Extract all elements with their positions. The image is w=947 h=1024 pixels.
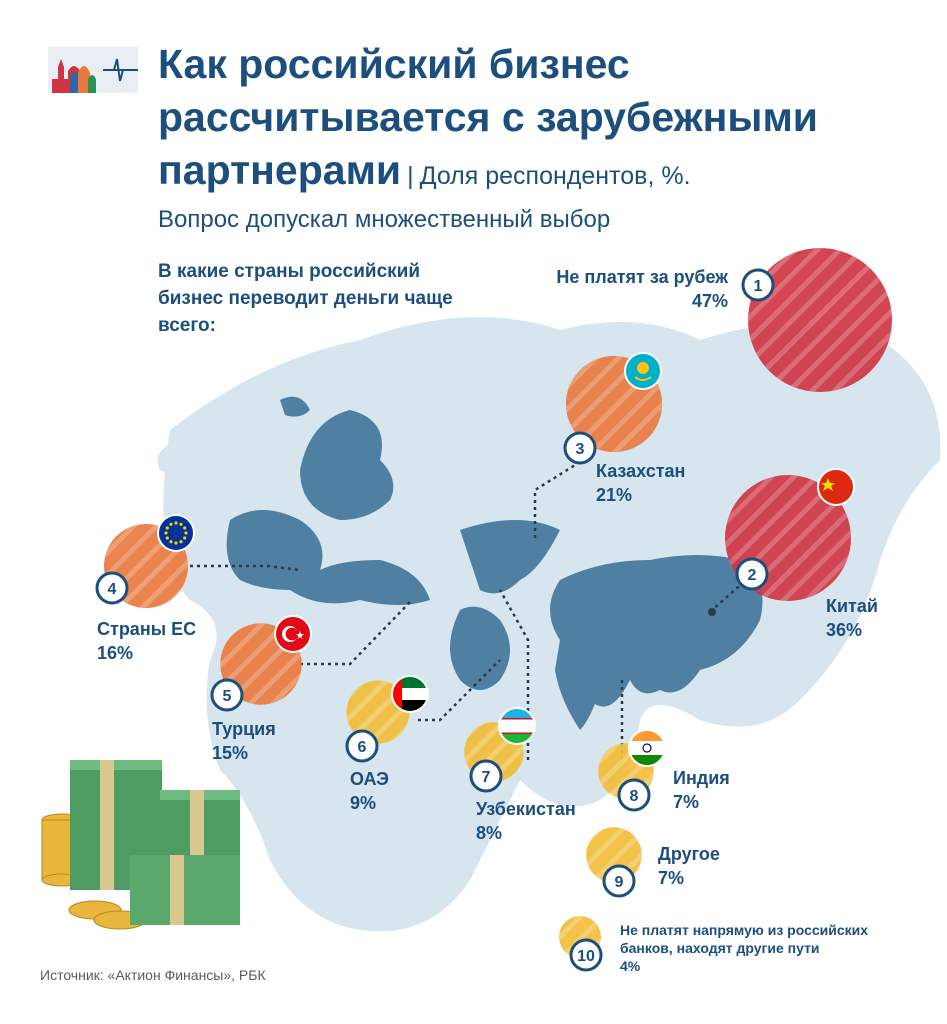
rank-badge-3: 3 xyxy=(563,431,597,465)
kremlin-logo-icon xyxy=(48,47,138,93)
rank-number-6: 6 xyxy=(358,739,367,756)
rank-badge-7: 7 xyxy=(469,759,503,793)
value-label-9: 7% xyxy=(658,868,684,888)
rank-number-10: 10 xyxy=(577,948,595,965)
bubble-stripes-1 xyxy=(748,248,892,392)
value-label-7: 8% xyxy=(476,823,502,843)
category-label-4: Страны ЕС xyxy=(97,619,196,639)
connector-line-7 xyxy=(498,589,530,760)
uzbekistan-flag-icon xyxy=(498,707,536,745)
rank-badge-1: 1 xyxy=(741,268,775,302)
eu-flag-icon xyxy=(157,514,195,552)
category-label-2: Китай xyxy=(826,596,878,616)
rank-badge-5: 5 xyxy=(210,678,244,712)
rank-badge-8: 8 xyxy=(617,778,651,812)
category-label-9: Другое xyxy=(658,844,720,864)
value-label-2: 36% xyxy=(826,620,862,640)
rank-number-2: 2 xyxy=(748,567,757,584)
question-text: В какие страны российский бизнес перевод… xyxy=(158,261,453,336)
rank-number-5: 5 xyxy=(223,688,232,705)
value-label-5: 15% xyxy=(212,743,248,763)
page-note: Вопрос допускал множественный выбор xyxy=(158,206,611,233)
map-region xyxy=(226,396,763,730)
rank-number-3: 3 xyxy=(576,441,585,458)
title-text: Как российский бизнес рассчитывается с з… xyxy=(158,41,818,193)
value-label-1: 47% xyxy=(692,291,728,311)
map-background xyxy=(157,317,941,932)
connector-line-4 xyxy=(190,564,301,572)
title-separator: | xyxy=(407,162,414,190)
bubble-labels: 1Не платят за рубеж47%2Китай36%3Казахста… xyxy=(95,267,878,974)
connector-line-5 xyxy=(300,599,413,666)
rank-badge-4: 4 xyxy=(95,571,129,605)
category-label-6: ОАЭ xyxy=(350,769,389,789)
rank-number-1: 1 xyxy=(754,278,763,295)
rank-number-4: 4 xyxy=(108,581,117,598)
value-label-4: 16% xyxy=(97,643,133,663)
category-label-8: Индия xyxy=(673,768,730,788)
connector-line-6 xyxy=(418,659,501,722)
category-label-3: Казахстан xyxy=(596,461,685,481)
value-label-8: 7% xyxy=(673,792,699,812)
value-label-6: 9% xyxy=(350,793,376,813)
category-label-1: Не платят за рубеж xyxy=(556,267,728,287)
rank-number-7: 7 xyxy=(482,769,491,786)
india-flag-icon xyxy=(628,729,666,767)
category-label-10: Не платят напрямую из российских банков, … xyxy=(620,922,868,956)
connector-line-3 xyxy=(533,460,581,540)
uae-flag-icon xyxy=(391,675,429,713)
page-title: Как российский бизнес рассчитывается с з… xyxy=(158,38,918,203)
category-label-5: Турция xyxy=(212,719,276,739)
money-stack-illustration xyxy=(41,760,240,930)
category-label-7: Узбекистан xyxy=(476,799,576,819)
kazakhstan-flag-icon xyxy=(624,352,662,390)
rank-badge-6: 6 xyxy=(345,729,379,763)
rank-number-8: 8 xyxy=(630,788,639,805)
rank-badge-9: 9 xyxy=(602,864,636,898)
source-note: Источник: «Актион Финансы», РБК xyxy=(40,967,266,983)
rank-badge-2: 2 xyxy=(735,557,769,591)
connector-line-2 xyxy=(711,581,745,611)
rank-number-9: 9 xyxy=(615,874,624,891)
connector-lines xyxy=(190,460,745,760)
rank-badge-10: 10 xyxy=(569,938,603,972)
value-label-3: 21% xyxy=(596,485,632,505)
china-location-dot xyxy=(708,608,716,616)
page-subtitle: Доля респондентов, %. xyxy=(419,162,691,190)
value-label-10: 4% xyxy=(620,958,641,974)
turkey-flag-icon xyxy=(274,615,312,653)
china-flag-icon xyxy=(817,468,855,506)
